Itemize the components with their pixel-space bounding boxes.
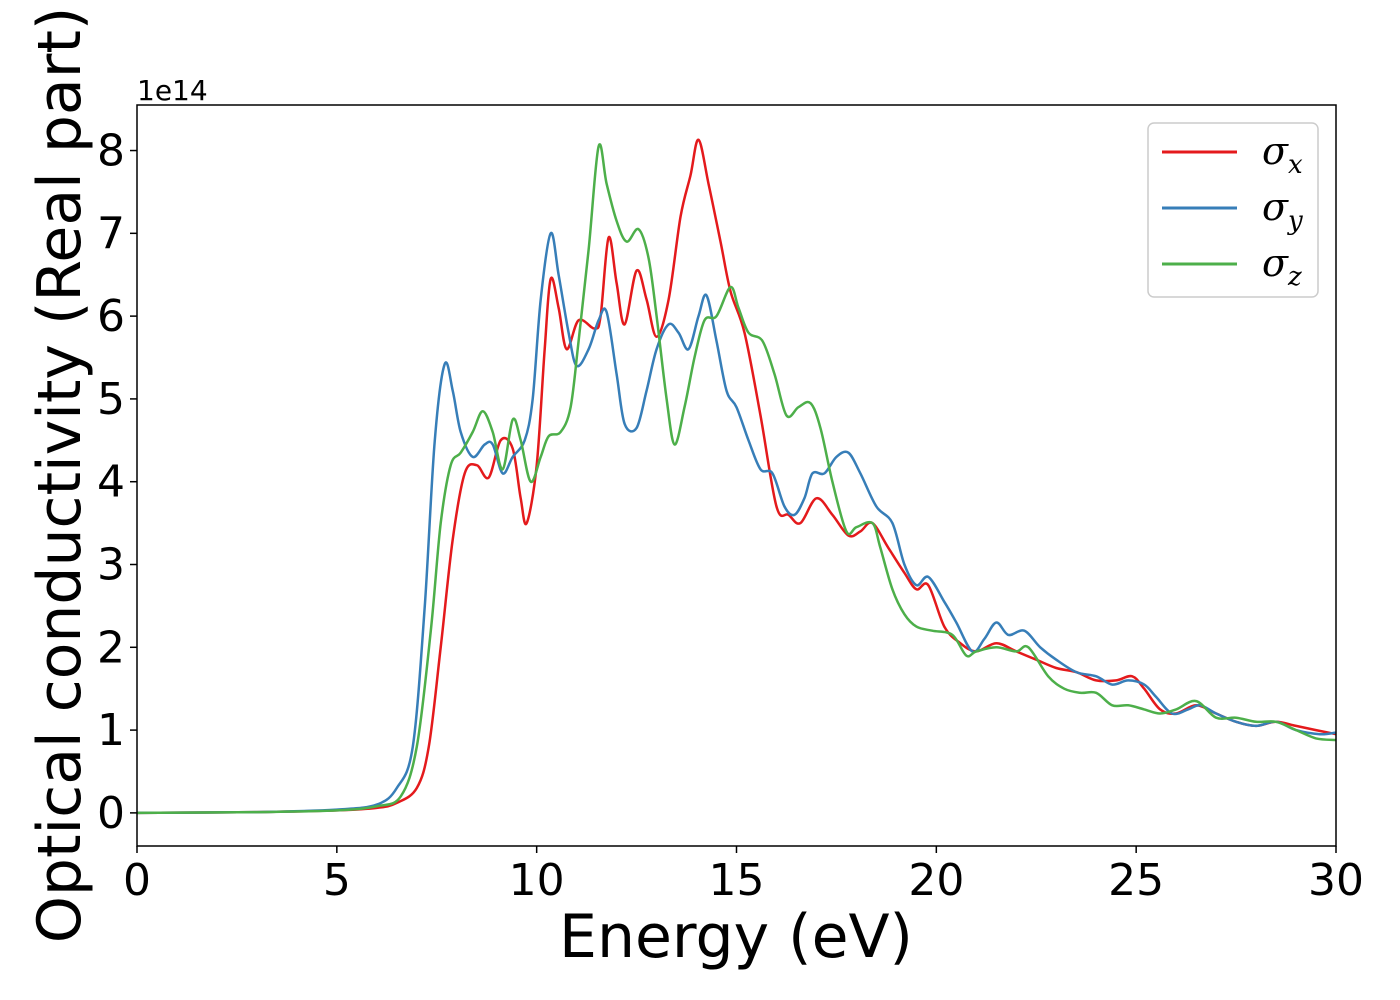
y-tick-label: 3 <box>97 540 125 591</box>
y-tick-label: 1 <box>97 705 125 756</box>
x-tick-label: 10 <box>509 855 565 906</box>
y-tick-label: 7 <box>97 208 125 259</box>
x-tick-label: 20 <box>908 855 964 906</box>
legend-label-sigma-x: σx <box>1262 129 1303 180</box>
y-axis-offset-label: 1e14 <box>137 74 208 107</box>
x-axis-title: Energy (eV) <box>559 902 913 972</box>
y-tick-label: 0 <box>97 788 125 839</box>
y-tick-label: 6 <box>97 291 125 342</box>
series-line-sigma-z <box>137 143 1336 815</box>
y-axis-ticks: 0 1 2 3 4 5 6 7 8 <box>97 126 137 839</box>
x-tick-label: 25 <box>1108 855 1164 906</box>
y-tick-label: 4 <box>97 457 125 508</box>
series-line-sigma-x <box>137 138 1336 815</box>
y-tick-label: 5 <box>97 374 125 425</box>
x-tick-label: 15 <box>709 855 765 906</box>
x-tick-label: 5 <box>323 855 351 906</box>
legend-box <box>1147 122 1319 298</box>
x-tick-label: 30 <box>1308 855 1364 906</box>
series-line-sigma-y <box>137 231 1336 815</box>
series-layer <box>137 138 1336 815</box>
y-tick-label: 2 <box>97 622 125 673</box>
x-tick-label: 0 <box>123 855 151 906</box>
y-axis-title: Optical conductivity (Real part) <box>25 7 95 944</box>
y-tick-label: 8 <box>97 126 125 177</box>
x-axis-ticks: 0 5 10 15 20 25 30 <box>123 846 1364 906</box>
